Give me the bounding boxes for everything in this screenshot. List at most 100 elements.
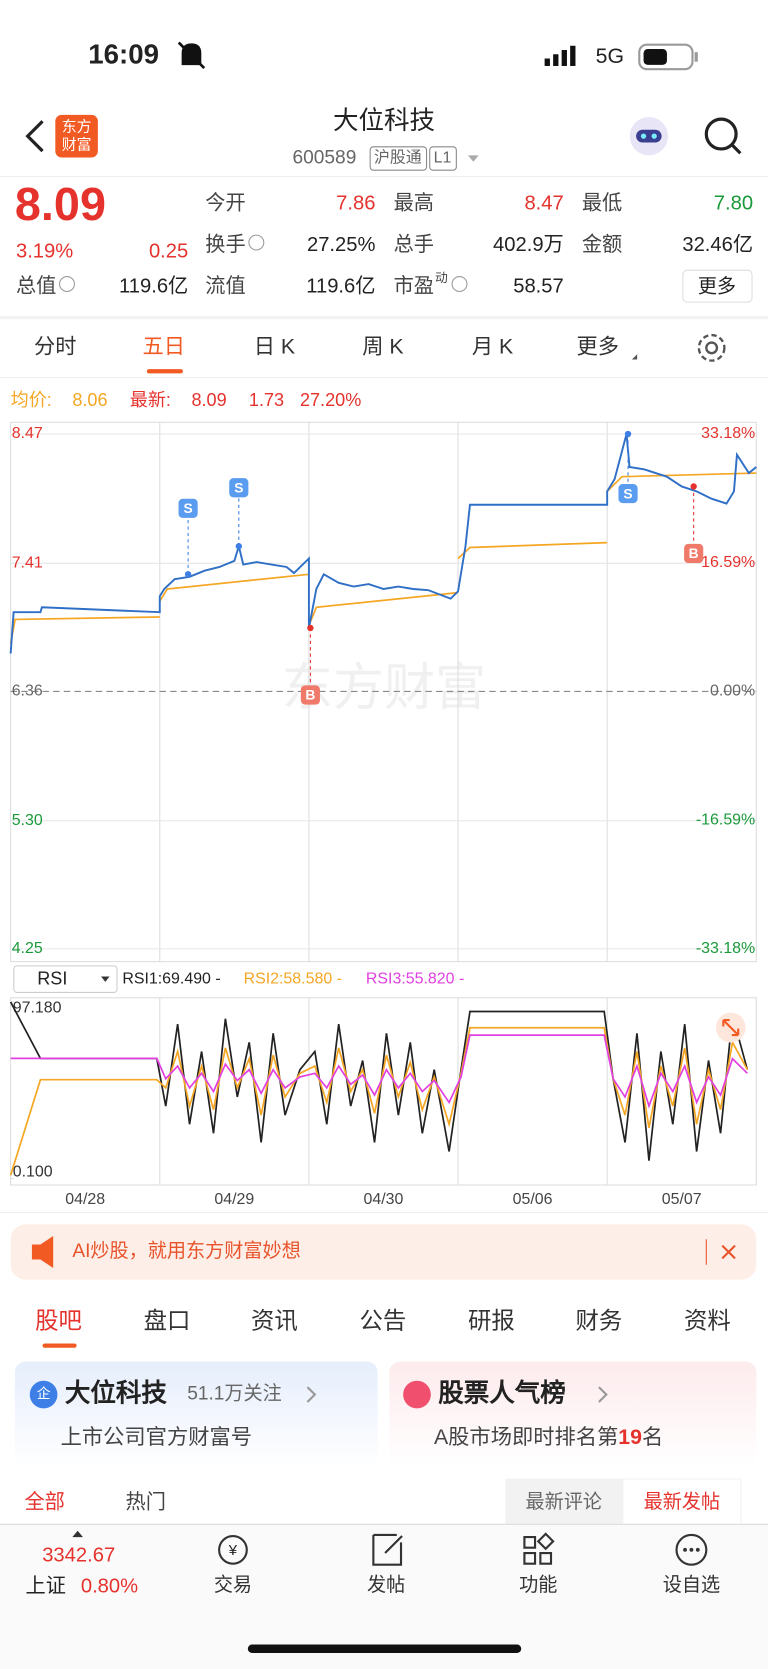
y2-tick-label: -33.18% (696, 940, 755, 957)
y-tick-label: 8.47 (12, 425, 43, 442)
legend-entry: RSI2:58.580 - (244, 971, 342, 988)
marker-point (690, 483, 697, 490)
sort-tab[interactable]: 最新发帖 (644, 1491, 721, 1513)
marker-badge (618, 484, 638, 504)
field-value: 8.47 (524, 193, 563, 215)
settings-button[interactable] (697, 333, 726, 362)
y2-tick-label: 16.59% (701, 554, 755, 571)
logo-text: 东方 (62, 119, 92, 136)
latest-value: 8.09 (191, 390, 226, 410)
nav-item[interactable]: 发帖 (367, 1574, 405, 1596)
info-icon[interactable] (59, 276, 75, 293)
content-tab[interactable]: 公告 (360, 1307, 407, 1333)
feed-tab[interactable]: 热门 (126, 1490, 166, 1513)
avg-label: 均价: (11, 390, 52, 410)
tab-indicator (146, 369, 183, 374)
avg-value: 8.06 (72, 390, 107, 410)
indicator-selector[interactable] (13, 965, 118, 993)
series-line (10, 1034, 748, 1109)
sort-tab[interactable]: 最新评论 (526, 1491, 603, 1513)
dropdown[interactable] (468, 155, 479, 162)
nav-item[interactable]: 交易 (214, 1574, 252, 1596)
content-tab[interactable]: 资料 (684, 1307, 731, 1333)
x-tick-label: 05/07 (662, 1191, 702, 1208)
dropdown (631, 354, 638, 360)
field-value: 119.6亿 (119, 275, 188, 298)
chart-tab[interactable]: 更多 (577, 334, 620, 358)
field-value: 27.25% (307, 234, 376, 256)
y-tick-label: 5.30 (12, 812, 43, 829)
post-icon (372, 1533, 403, 1566)
marker-point (235, 543, 243, 550)
chart-tab[interactable]: 日 K (254, 334, 295, 358)
search-button[interactable] (704, 117, 742, 155)
expand-button[interactable] (715, 1012, 746, 1043)
chart-tab[interactable]: 周 K (362, 334, 403, 358)
rsi-legend: RSI1:69.490 - RSI2:58.580 - RSI3:55.820 - (122, 971, 464, 988)
content-tab[interactable]: 盘口 (144, 1307, 191, 1333)
function-icon (523, 1532, 555, 1565)
index-change[interactable]: 0.80% (81, 1575, 138, 1597)
banner[interactable] (10, 1224, 757, 1280)
banner-text[interactable]: AI炒股，就用东方财富妙想 (72, 1240, 300, 1262)
marker-label: B (689, 545, 699, 561)
followers: 51.1万关注 (187, 1383, 282, 1405)
field-value: 58.57 (513, 276, 564, 298)
price: 8.09 (15, 178, 106, 230)
stock-code: 600589 (293, 148, 357, 169)
tag: L1 (434, 150, 452, 167)
marker-badge (229, 478, 249, 498)
logo (55, 114, 98, 158)
field-label: 总值 (16, 275, 56, 298)
network: 5G (596, 44, 624, 68)
y-tick-label: 97.180 (13, 1000, 62, 1017)
content-tab[interactable]: 财务 (575, 1307, 622, 1333)
x-tick-label: 04/28 (65, 1191, 105, 1208)
y-tick-label: 4.25 (12, 940, 43, 957)
index-value[interactable]: 3342.67 (42, 1545, 115, 1567)
feed-tab[interactable]: 全部 (24, 1490, 64, 1513)
card[interactable] (14, 1361, 378, 1468)
card-subtitle: 上市公司官方财富号 (61, 1425, 252, 1449)
content-tab[interactable]: 股吧 (35, 1307, 82, 1333)
marker-point (624, 430, 632, 438)
field-value: 32.46亿 (682, 233, 753, 256)
back-button[interactable] (25, 120, 44, 153)
latest-label: 最新: (130, 390, 171, 410)
chart-tab[interactable]: 分时 (34, 334, 77, 358)
chart-info: 均价: 8.06 最新: 8.09 1.73 27.20% (11, 390, 362, 410)
marker-badge (300, 685, 320, 705)
field-label: 最低 (582, 192, 622, 215)
content-tab[interactable]: 资讯 (251, 1307, 298, 1333)
series-line (9, 472, 757, 645)
nav-item[interactable]: 功能 (519, 1574, 557, 1596)
info-icon[interactable] (451, 276, 468, 293)
watchlist-icon (675, 1533, 708, 1566)
more-button[interactable] (682, 269, 753, 303)
arrow-icon (72, 1530, 83, 1538)
indicator-name[interactable]: RSI (37, 968, 67, 988)
card[interactable] (389, 1361, 757, 1468)
assistant-icon[interactable] (629, 117, 669, 156)
change: 0.25 (149, 240, 188, 262)
info-icon[interactable] (248, 234, 265, 251)
close-button[interactable] (721, 1244, 736, 1260)
x-tick-label: 04/29 (214, 1191, 254, 1208)
more-label[interactable]: 更多 (698, 275, 736, 297)
chart-tab[interactable]: 五日 (143, 334, 186, 358)
rank-suffix: 名 (642, 1425, 663, 1449)
nav-item[interactable]: 设自选 (663, 1574, 720, 1596)
battery-icon (638, 43, 698, 71)
field-label: 最高 (394, 192, 434, 215)
divider (0, 315, 768, 320)
y2-tick-label: 0.00% (710, 683, 755, 700)
card-title: 股票人气榜 (438, 1378, 566, 1407)
change-percent: 27.20% (300, 390, 361, 410)
chart-tab[interactable]: 月 K (472, 334, 513, 358)
index-name[interactable]: 上证 (26, 1574, 66, 1597)
card-subtitle: A股市场即时排名第19名 (434, 1425, 663, 1449)
content-tab[interactable]: 研报 (468, 1307, 515, 1333)
card-title: 大位科技 (65, 1378, 168, 1407)
x-tick-label: 04/30 (364, 1191, 404, 1208)
y2-tick-label: -16.59% (696, 811, 755, 828)
